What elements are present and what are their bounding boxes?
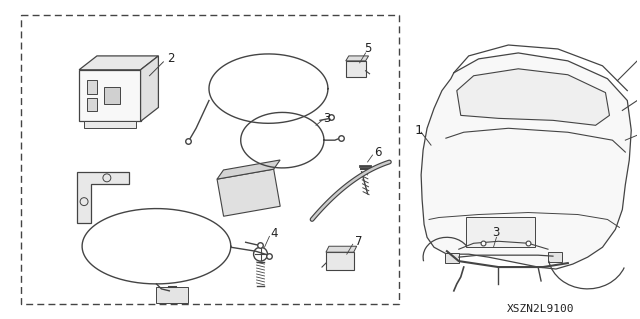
Text: 6: 6	[374, 145, 382, 159]
Polygon shape	[79, 56, 159, 70]
Text: 5: 5	[364, 42, 371, 56]
Text: 3: 3	[492, 226, 499, 239]
Polygon shape	[346, 56, 369, 61]
Polygon shape	[421, 53, 631, 269]
FancyBboxPatch shape	[466, 218, 535, 247]
Polygon shape	[217, 160, 280, 179]
FancyBboxPatch shape	[104, 87, 120, 105]
FancyBboxPatch shape	[84, 121, 136, 128]
FancyBboxPatch shape	[326, 252, 354, 270]
FancyBboxPatch shape	[217, 169, 280, 216]
Text: XSZN2L9100: XSZN2L9100	[508, 304, 575, 314]
FancyBboxPatch shape	[445, 253, 459, 263]
FancyBboxPatch shape	[548, 252, 562, 262]
FancyBboxPatch shape	[79, 70, 141, 121]
Polygon shape	[457, 69, 609, 125]
Polygon shape	[326, 246, 356, 252]
Text: 7: 7	[355, 235, 362, 248]
FancyBboxPatch shape	[87, 98, 97, 111]
Text: 3: 3	[323, 112, 330, 125]
Polygon shape	[77, 172, 129, 223]
Text: 2: 2	[168, 52, 175, 65]
FancyBboxPatch shape	[156, 287, 188, 303]
Polygon shape	[141, 56, 159, 121]
Text: 1: 1	[415, 124, 424, 137]
FancyBboxPatch shape	[346, 61, 365, 77]
FancyBboxPatch shape	[87, 80, 97, 93]
Text: 4: 4	[271, 227, 278, 240]
